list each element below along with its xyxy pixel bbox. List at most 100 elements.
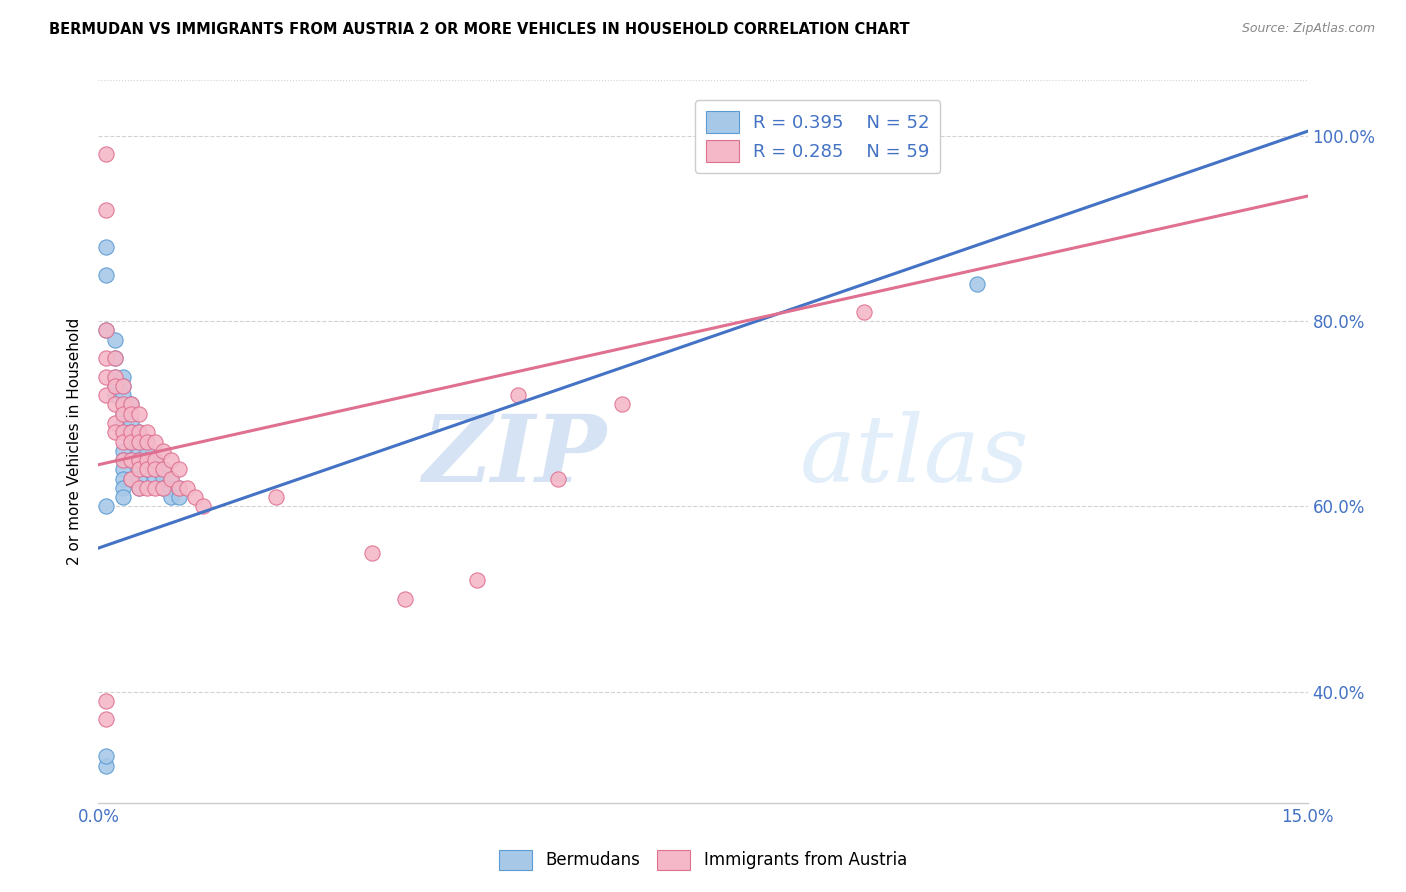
Point	[96, 713, 118, 727]
Point	[160, 472, 183, 486]
Point	[120, 453, 142, 467]
Point	[128, 434, 150, 449]
Point	[96, 202, 118, 217]
Point	[103, 397, 125, 411]
Point	[167, 481, 190, 495]
Legend: R = 0.395    N = 52, R = 0.285    N = 59: R = 0.395 N = 52, R = 0.285 N = 59	[696, 100, 941, 173]
Point	[152, 443, 174, 458]
Point	[176, 481, 198, 495]
Point	[465, 574, 488, 588]
Point	[120, 472, 142, 486]
Point	[184, 490, 207, 504]
Point	[506, 388, 529, 402]
Point	[111, 434, 134, 449]
Y-axis label: 2 or more Vehicles in Household: 2 or more Vehicles in Household	[67, 318, 83, 566]
Point	[103, 333, 125, 347]
Point	[96, 388, 118, 402]
Point	[96, 500, 118, 514]
Point	[160, 472, 183, 486]
Point	[128, 425, 150, 440]
Point	[120, 425, 142, 440]
Legend: Bermudans, Immigrants from Austria: Bermudans, Immigrants from Austria	[492, 843, 914, 877]
Point	[966, 277, 988, 291]
Point	[111, 369, 134, 384]
Text: atlas: atlas	[800, 411, 1029, 501]
Point	[135, 453, 157, 467]
Point	[853, 305, 876, 319]
Point	[547, 472, 569, 486]
Point	[128, 453, 150, 467]
Point	[135, 462, 157, 476]
Point	[103, 369, 125, 384]
Point	[111, 443, 134, 458]
Text: ZIP: ZIP	[422, 411, 606, 501]
Point	[128, 462, 150, 476]
Point	[167, 462, 190, 476]
Point	[152, 472, 174, 486]
Point	[128, 407, 150, 421]
Point	[120, 397, 142, 411]
Point	[111, 472, 134, 486]
Point	[152, 462, 174, 476]
Point	[111, 379, 134, 393]
Point	[128, 481, 150, 495]
Point	[152, 481, 174, 495]
Point	[120, 434, 142, 449]
Point	[111, 416, 134, 430]
Point	[167, 490, 190, 504]
Point	[128, 425, 150, 440]
Point	[167, 481, 190, 495]
Point	[103, 425, 125, 440]
Point	[193, 500, 215, 514]
Point	[111, 407, 134, 421]
Point	[103, 351, 125, 366]
Point	[103, 369, 125, 384]
Point	[120, 397, 142, 411]
Point	[143, 481, 166, 495]
Point	[152, 481, 174, 495]
Point	[96, 323, 118, 337]
Point	[103, 379, 125, 393]
Point	[111, 388, 134, 402]
Point	[152, 462, 174, 476]
Point	[111, 462, 134, 476]
Point	[143, 453, 166, 467]
Point	[103, 379, 125, 393]
Point	[111, 407, 134, 421]
Point	[111, 397, 134, 411]
Point	[135, 434, 157, 449]
Point	[103, 416, 125, 430]
Point	[111, 490, 134, 504]
Point	[96, 369, 118, 384]
Point	[128, 462, 150, 476]
Point	[96, 268, 118, 282]
Point	[143, 453, 166, 467]
Point	[111, 379, 134, 393]
Point	[120, 407, 142, 421]
Point	[135, 434, 157, 449]
Point	[128, 472, 150, 486]
Point	[128, 481, 150, 495]
Point	[160, 490, 183, 504]
Point	[135, 481, 157, 495]
Point	[361, 546, 384, 560]
Point	[103, 388, 125, 402]
Point	[96, 240, 118, 254]
Point	[111, 425, 134, 440]
Point	[612, 397, 634, 411]
Point	[143, 462, 166, 476]
Point	[96, 749, 118, 764]
Point	[143, 434, 166, 449]
Point	[264, 490, 287, 504]
Point	[96, 758, 118, 772]
Point	[103, 351, 125, 366]
Point	[143, 472, 166, 486]
Point	[135, 453, 157, 467]
Point	[96, 147, 118, 161]
Point	[128, 453, 150, 467]
Point	[128, 434, 150, 449]
Point	[96, 323, 118, 337]
Point	[120, 472, 142, 486]
Point	[135, 443, 157, 458]
Point	[111, 481, 134, 495]
